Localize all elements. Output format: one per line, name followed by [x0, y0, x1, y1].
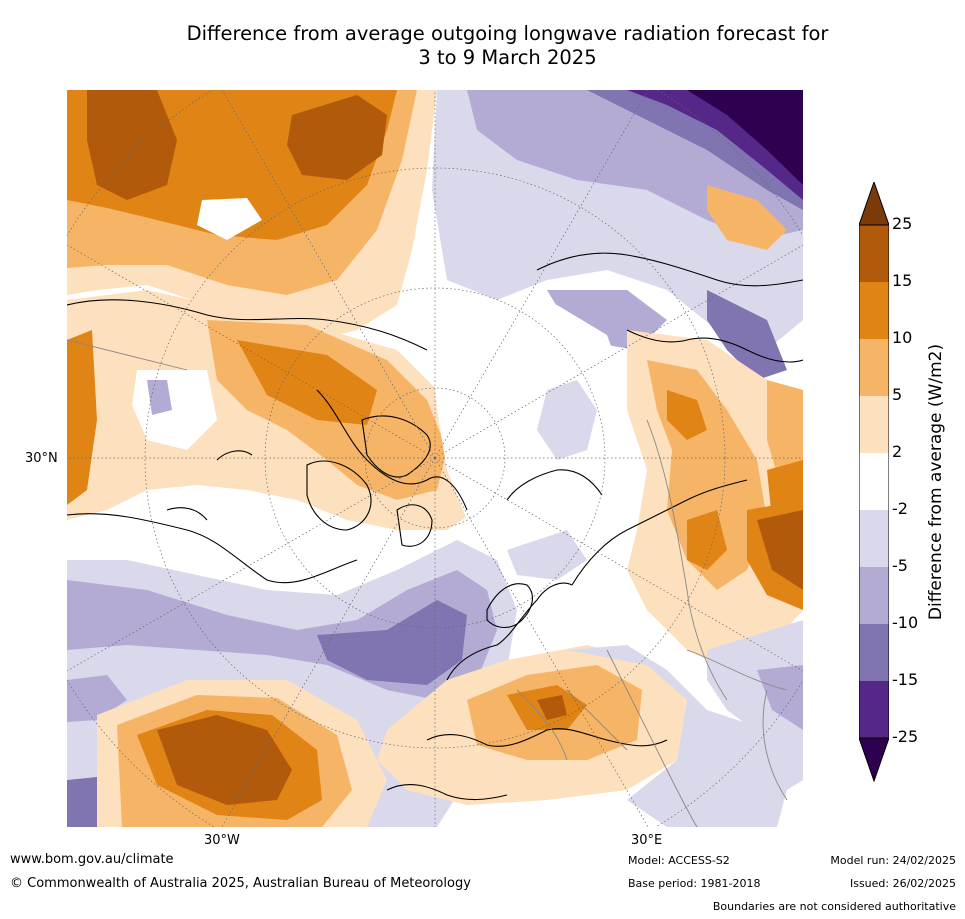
- colorbar-bin-neutral: [859, 453, 889, 510]
- graticule: [67, 90, 803, 827]
- country-boundaries: [67, 339, 788, 827]
- colorbar-tick-label: 2: [892, 442, 903, 461]
- lon-label-30w: 30°W: [204, 833, 240, 848]
- colorbar-tick-label: 10: [892, 328, 913, 347]
- colorbar-extend-bottom: [859, 737, 889, 782]
- colorbar-bin-m15-m10: [859, 624, 889, 681]
- footer-model: Model: ACCESS-S2: [628, 854, 730, 867]
- lon-label-30e: 30°E: [631, 833, 663, 848]
- colorbar-frame: [859, 224, 889, 739]
- footer-model-run: Model run: 24/02/2025: [830, 854, 956, 867]
- anomaly-asia: [627, 330, 803, 750]
- footer-issued: Issued: 26/02/2025: [849, 877, 956, 890]
- colorbar-bin-10-15: [859, 282, 889, 339]
- colorbar-extend-top: [859, 182, 889, 226]
- anomaly-north-pacific: [67, 90, 437, 340]
- map-title-line1: Difference from average outgoing longwav…: [186, 22, 829, 45]
- colorbar-tick-label: 5: [892, 385, 903, 404]
- colorbar-tick-label: -10: [892, 613, 919, 632]
- anomaly-arctic-east: [432, 90, 803, 380]
- map-title: Difference from average outgoing longwav…: [100, 22, 915, 70]
- colorbar-tick-label: -2: [892, 499, 908, 518]
- colorbar-tick-label: -25: [892, 727, 919, 746]
- anomaly-atlantic-warm: [97, 680, 387, 827]
- colorbar-bin-m5-m2: [859, 510, 889, 567]
- coastlines: [67, 252, 803, 801]
- footer-disclaimer: Boundaries are not considered authoritat…: [712, 900, 956, 913]
- anomaly-europe: [377, 645, 803, 827]
- colorbar-title: Difference from average (W/m2): [926, 343, 946, 621]
- colorbar-bin-15-25: [859, 225, 889, 282]
- colorbar-bin-m25-m15: [859, 681, 889, 738]
- colorbar: [859, 182, 889, 782]
- footer-copyright: © Commonwealth of Australia 2025, Austra…: [10, 876, 471, 891]
- map-canvas: [67, 90, 803, 827]
- footer-website: www.bom.gov.au/climate: [10, 852, 174, 867]
- anomaly-north-america: [67, 290, 477, 530]
- map-title-line2: 3 to 9 March 2025: [418, 46, 597, 69]
- lat-label-30n: 30°N: [25, 451, 58, 466]
- colorbar-tick-label: 15: [892, 271, 913, 290]
- colorbar-bin-5-10: [859, 339, 889, 396]
- colorbar-bin-2-5: [859, 396, 889, 453]
- colorbar-tick-label: -15: [892, 670, 919, 689]
- colorbar-tick-label: 25: [892, 214, 913, 233]
- olr-anomaly-map: [67, 90, 803, 827]
- colorbar-tick-label: -5: [892, 556, 908, 575]
- colorbar-bin-m10-m5: [859, 567, 889, 624]
- footer-base-period: Base period: 1981-2018: [628, 877, 761, 890]
